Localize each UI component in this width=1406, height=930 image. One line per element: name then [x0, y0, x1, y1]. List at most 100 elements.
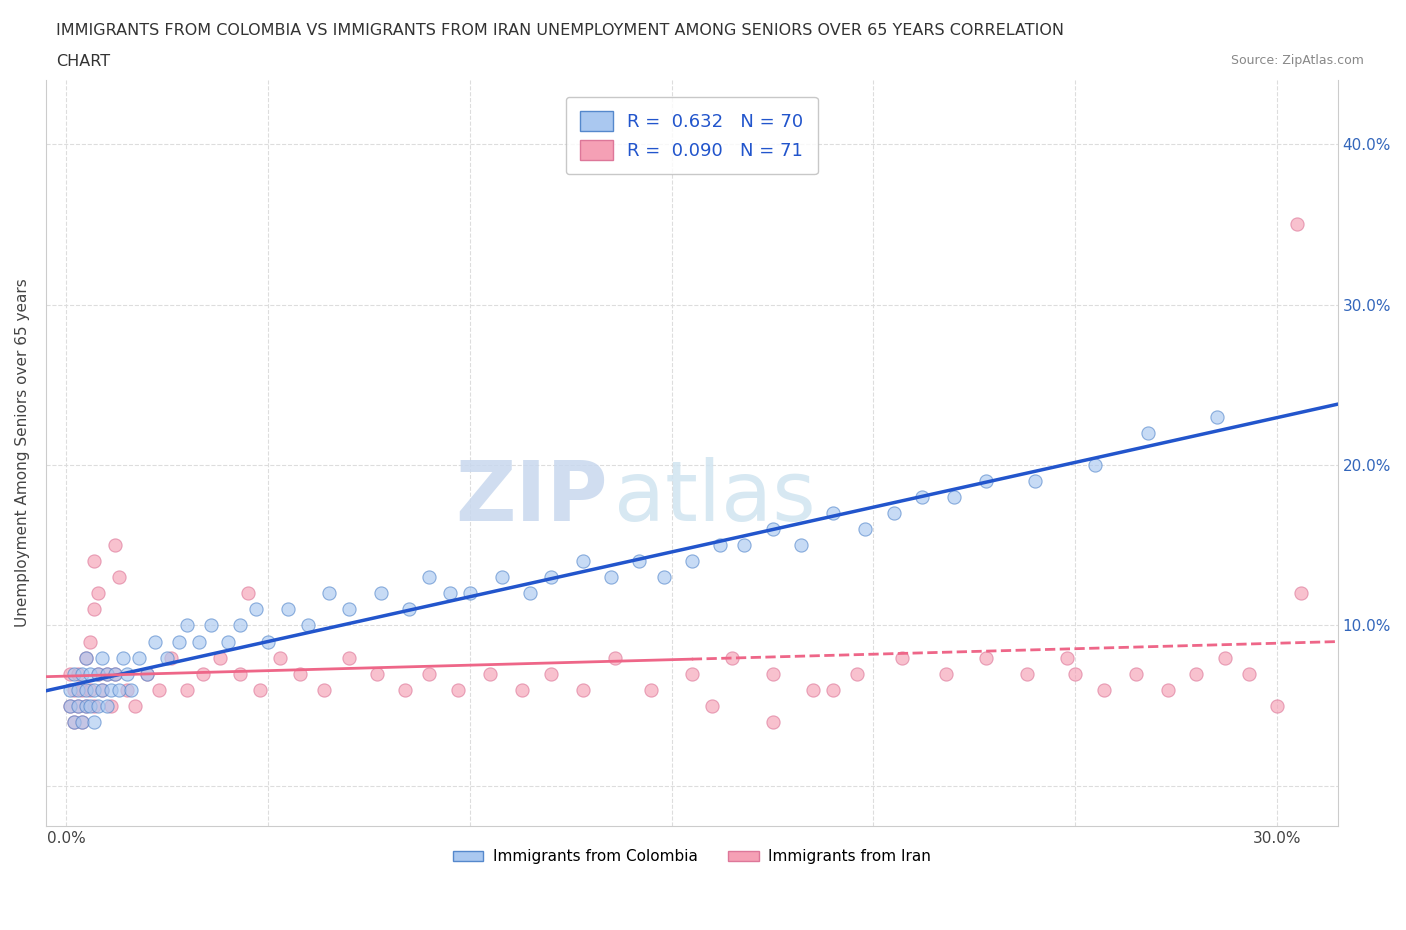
Point — [135, 666, 157, 681]
Point — [458, 586, 481, 601]
Point — [193, 666, 215, 681]
Point — [540, 666, 562, 681]
Point — [681, 554, 703, 569]
Point — [447, 683, 470, 698]
Point — [83, 554, 105, 569]
Point — [911, 490, 934, 505]
Point — [733, 538, 755, 552]
Point — [1265, 698, 1288, 713]
Point — [79, 634, 101, 649]
Point — [1291, 586, 1313, 601]
Point — [290, 666, 312, 681]
Point — [491, 570, 513, 585]
Point — [540, 570, 562, 585]
Point — [115, 683, 138, 698]
Point — [115, 666, 138, 681]
Text: IMMIGRANTS FROM COLOMBIA VS IMMIGRANTS FROM IRAN UNEMPLOYMENT AMONG SENIORS OVER: IMMIGRANTS FROM COLOMBIA VS IMMIGRANTS F… — [56, 23, 1064, 38]
Point — [87, 666, 110, 681]
Point — [208, 650, 231, 665]
Point — [75, 698, 97, 713]
Point — [91, 683, 114, 698]
Point — [79, 683, 101, 698]
Text: ZIP: ZIP — [456, 458, 607, 538]
Point — [853, 522, 876, 537]
Y-axis label: Unemployment Among Seniors over 65 years: Unemployment Among Seniors over 65 years — [15, 279, 30, 628]
Point — [846, 666, 869, 681]
Point — [79, 698, 101, 713]
Point — [96, 666, 118, 681]
Point — [107, 683, 129, 698]
Point — [167, 634, 190, 649]
Point — [135, 666, 157, 681]
Point — [277, 602, 299, 617]
Point — [1237, 666, 1260, 681]
Point — [318, 586, 340, 601]
Point — [366, 666, 388, 681]
Point — [370, 586, 392, 601]
Point — [188, 634, 211, 649]
Point — [519, 586, 541, 601]
Point — [1286, 217, 1309, 232]
Point — [83, 698, 105, 713]
Point — [801, 683, 824, 698]
Point — [790, 538, 813, 552]
Point — [603, 650, 626, 665]
Point — [883, 506, 905, 521]
Text: atlas: atlas — [614, 458, 815, 538]
Point — [83, 714, 105, 729]
Point — [104, 666, 127, 681]
Point — [700, 698, 723, 713]
Point — [337, 602, 360, 617]
Point — [1084, 458, 1107, 472]
Point — [1056, 650, 1078, 665]
Point — [63, 683, 86, 698]
Point — [236, 586, 259, 601]
Point — [124, 698, 146, 713]
Point — [100, 698, 122, 713]
Point — [418, 666, 440, 681]
Point — [67, 683, 90, 698]
Point — [59, 698, 82, 713]
Point — [510, 683, 533, 698]
Text: Source: ZipAtlas.com: Source: ZipAtlas.com — [1230, 54, 1364, 67]
Point — [217, 634, 239, 649]
Point — [600, 570, 623, 585]
Point — [59, 698, 82, 713]
Point — [107, 570, 129, 585]
Point — [761, 714, 783, 729]
Point — [160, 650, 183, 665]
Point — [297, 618, 319, 633]
Point — [91, 650, 114, 665]
Point — [976, 473, 998, 488]
Point — [1064, 666, 1087, 681]
Point — [148, 683, 170, 698]
Point — [394, 683, 416, 698]
Point — [337, 650, 360, 665]
Point — [128, 650, 150, 665]
Point — [478, 666, 501, 681]
Point — [63, 714, 86, 729]
Point — [418, 570, 440, 585]
Point — [1205, 409, 1227, 424]
Point — [111, 650, 134, 665]
Point — [681, 666, 703, 681]
Point — [75, 650, 97, 665]
Point — [83, 602, 105, 617]
Point — [100, 683, 122, 698]
Text: CHART: CHART — [56, 54, 110, 69]
Point — [67, 698, 90, 713]
Point — [120, 683, 142, 698]
Point — [96, 666, 118, 681]
Point — [572, 683, 595, 698]
Point — [87, 666, 110, 681]
Point — [104, 666, 127, 681]
Point — [228, 666, 250, 681]
Point — [761, 522, 783, 537]
Point — [628, 554, 651, 569]
Point — [1015, 666, 1038, 681]
Point — [75, 650, 97, 665]
Point — [72, 683, 94, 698]
Point — [439, 586, 461, 601]
Point — [96, 698, 118, 713]
Point — [249, 683, 271, 698]
